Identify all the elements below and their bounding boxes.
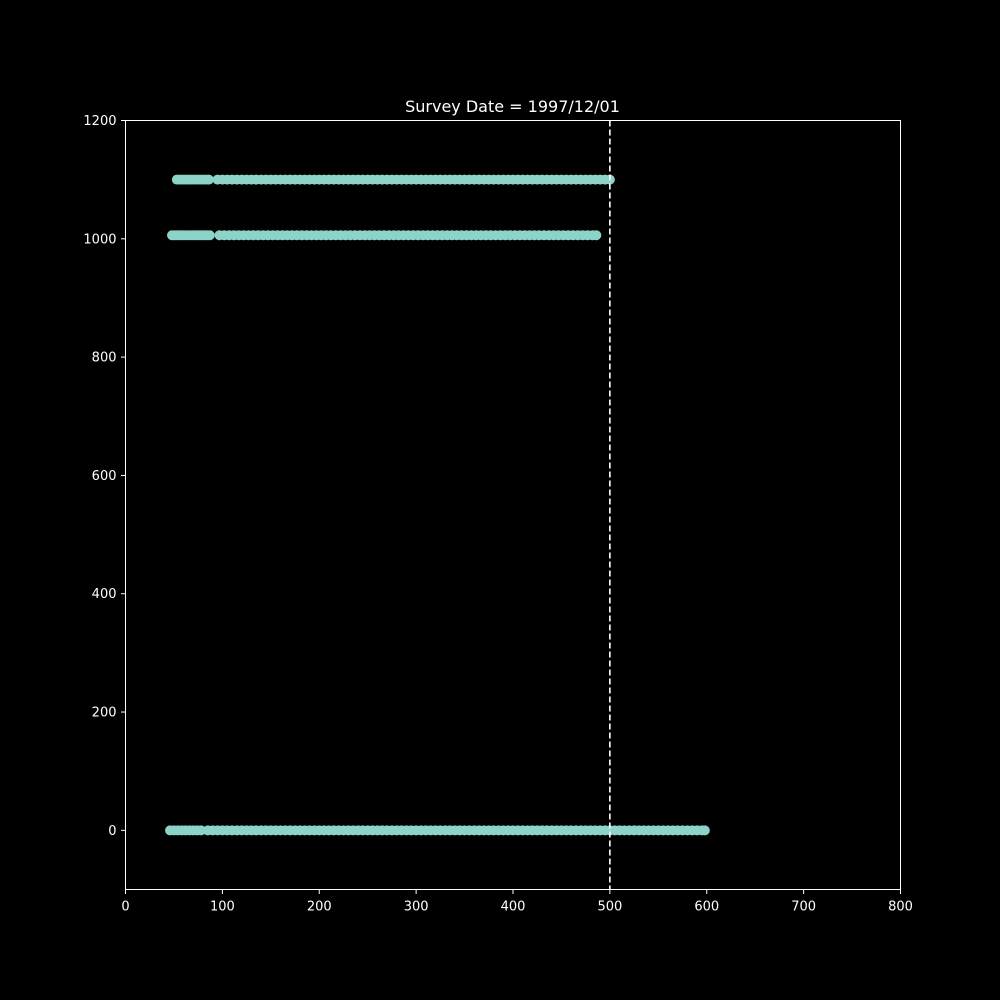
y-tick-label: 1200: [83, 114, 116, 129]
chart-title: Survey Date = 1997/12/01: [405, 97, 620, 116]
data-point: [204, 230, 215, 241]
data-point: [699, 825, 710, 836]
x-tick-label: 300: [404, 900, 429, 915]
y-tick-label: 600: [92, 469, 117, 484]
x-tick-label: 400: [501, 900, 526, 915]
x-tick-label: 200: [307, 900, 332, 915]
x-tick-label: 500: [597, 900, 622, 915]
data-point: [203, 174, 214, 185]
y-tick-label: 800: [92, 351, 117, 366]
x-tick-label: 0: [121, 900, 129, 915]
data-point: [591, 230, 602, 241]
y-tick-label: 0: [108, 824, 116, 839]
y-tick-label: 400: [92, 587, 117, 602]
x-tick-label: 600: [694, 900, 719, 915]
y-tick-label: 200: [92, 706, 117, 721]
x-tick-label: 800: [888, 900, 913, 915]
x-tick-label: 700: [791, 900, 816, 915]
x-axis: 0 100 200 300 400 500 600 700 800: [121, 889, 913, 915]
y-tick-label: 1000: [83, 232, 116, 247]
chart-marks: [165, 174, 710, 836]
x-tick-label: 100: [210, 900, 235, 915]
y-axis: 0 200 400 600 800 1000 1200: [83, 114, 126, 839]
